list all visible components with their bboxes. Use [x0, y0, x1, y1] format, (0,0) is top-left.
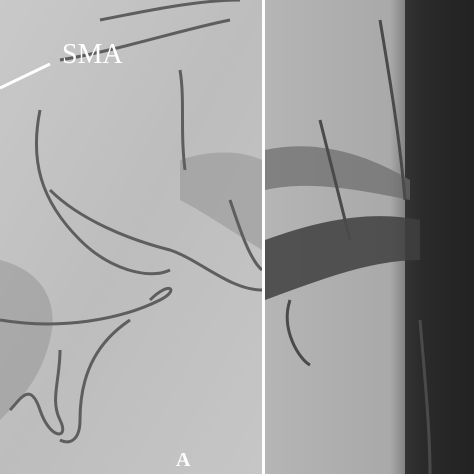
annotation: SMA — [62, 39, 123, 70]
left-panel: SMA A — [0, 0, 264, 474]
shadow — [0, 260, 53, 420]
vein — [265, 216, 420, 300]
divider — [262, 0, 265, 474]
shadow — [180, 152, 262, 250]
pointer-line — [0, 62, 51, 90]
shadow — [265, 146, 410, 200]
vessels — [0, 0, 264, 444]
right-panel — [265, 0, 474, 474]
panel-label: A — [176, 449, 191, 471]
vessels — [285, 19, 432, 474]
